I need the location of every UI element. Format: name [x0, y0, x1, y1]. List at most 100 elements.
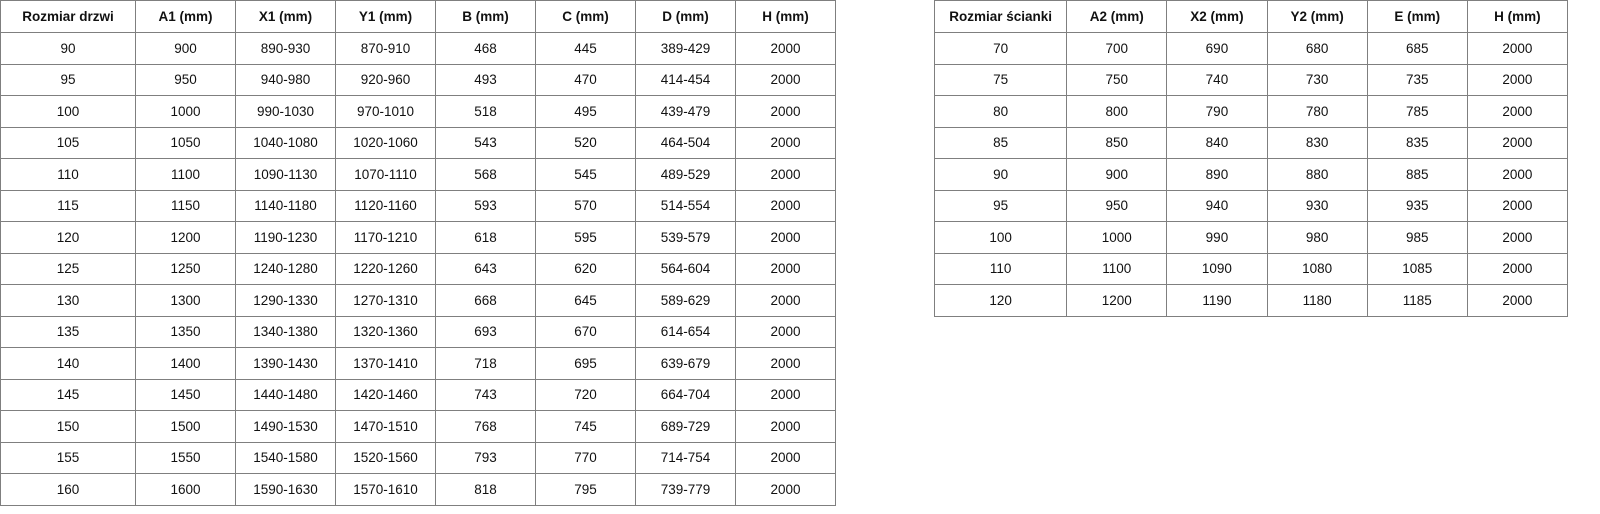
- table-cell: 1140-1180: [235, 189, 336, 222]
- table-cell: 1540-1580: [235, 441, 336, 474]
- table-cell: 1570-1610: [335, 473, 436, 506]
- table-row: 115 1150 1140-1180 1120-1160 593 570 514-554 20…: [0, 189, 836, 222]
- table-cell: 790: [1166, 95, 1268, 128]
- table-cell: 835: [1366, 126, 1468, 159]
- table-cell: 664-704: [635, 378, 736, 411]
- table-cell: 145: [0, 378, 136, 411]
- table-row: 130 1300 1290-1330 1270-1310 668 645 589-629 20…: [0, 284, 836, 317]
- table-cell: 489-529: [635, 158, 736, 191]
- table-cell: 795: [535, 473, 636, 506]
- table-cell: 539-579: [635, 221, 736, 254]
- table-cell: 700: [1066, 32, 1168, 65]
- table-cell: 105: [0, 126, 136, 159]
- table-cell: 990: [1166, 221, 1268, 254]
- table-cell: 739-779: [635, 473, 736, 506]
- table-cell: 1420-1460: [335, 378, 436, 411]
- table-cell: 1180: [1266, 284, 1368, 317]
- table-cell: 689-729: [635, 410, 736, 443]
- table-cell: 125: [0, 252, 136, 285]
- table-cell: 2000: [735, 158, 836, 191]
- table-cell: 920-960: [335, 63, 436, 96]
- column-header: H (mm): [1466, 0, 1569, 33]
- table-cell: 620: [535, 252, 636, 285]
- table-cell: 1290-1330: [235, 284, 336, 317]
- column-header: C (mm): [535, 0, 636, 33]
- table-cell: 980: [1266, 221, 1368, 254]
- table-cell: 730: [1266, 63, 1368, 96]
- table-cell: 439-479: [635, 95, 736, 128]
- table-cell: 495: [535, 95, 636, 128]
- table-cell: 618: [435, 221, 536, 254]
- table-cell: 1050: [135, 126, 236, 159]
- table-row: 125 1250 1240-1280 1220-1260 643 620 564-604 20…: [0, 252, 836, 285]
- table-row: 120 1200 1190 1180 1185 2000: [933, 284, 1569, 317]
- table-cell: 2000: [735, 95, 836, 128]
- table-cell: 2000: [735, 63, 836, 96]
- door-sizes-table: Rozmiar drzwi A1 (mm) X1 (mm) Y1 (mm) B (mm)…: [0, 0, 836, 506]
- table-cell: 690: [1166, 32, 1268, 65]
- table-cell: 743: [435, 378, 536, 411]
- table-cell: 2000: [735, 441, 836, 474]
- table-row: 70 700 690 680 685 2000: [933, 32, 1569, 65]
- table-cell: 1440-1480: [235, 378, 336, 411]
- table-cell: 1600: [135, 473, 236, 506]
- table-cell: 645: [535, 284, 636, 317]
- table-cell: 1320-1360: [335, 315, 436, 348]
- header-row: Rozmiar drzwi A1 (mm) X1 (mm) Y1 (mm) B (mm)…: [0, 0, 836, 33]
- table-cell: 1000: [135, 95, 236, 128]
- table-cell: 2000: [1466, 221, 1569, 254]
- table-cell: 2000: [735, 284, 836, 317]
- table-cell: 668: [435, 284, 536, 317]
- table-cell: 110: [0, 158, 136, 191]
- table-cell: 930: [1266, 189, 1368, 222]
- table-cell: 745: [535, 410, 636, 443]
- column-header: D (mm): [635, 0, 736, 33]
- table-row: 110 1100 1090-1130 1070-1110 568 545 489-529 20…: [0, 158, 836, 191]
- table-cell: 1400: [135, 347, 236, 380]
- table-cell: 595: [535, 221, 636, 254]
- table-cell: 2000: [735, 189, 836, 222]
- column-header: B (mm): [435, 0, 536, 33]
- table-cell: 90: [933, 158, 1068, 191]
- table-row: 80 800 790 780 785 2000: [933, 95, 1569, 128]
- table-cell: 714-754: [635, 441, 736, 474]
- table-cell: 389-429: [635, 32, 736, 65]
- table-row: 160 1600 1590-1630 1570-1610 818 795 739-779 20…: [0, 473, 836, 506]
- table-cell: 464-504: [635, 126, 736, 159]
- column-header: Y2 (mm): [1266, 0, 1368, 33]
- table-cell: 543: [435, 126, 536, 159]
- table-cell: 1390-1430: [235, 347, 336, 380]
- table-cell: 1190: [1166, 284, 1268, 317]
- table-cell: 1490-1530: [235, 410, 336, 443]
- table-cell: 900: [135, 32, 236, 65]
- table-cell: 670: [535, 315, 636, 348]
- table-cell: 685: [1366, 32, 1468, 65]
- table-cell: 1270-1310: [335, 284, 436, 317]
- table-cell: 1100: [1066, 252, 1168, 285]
- table-row: 95 950 940-980 920-960 493 470 414-454 2000: [0, 63, 836, 96]
- table-cell: 140: [0, 347, 136, 380]
- table-cell: 80: [933, 95, 1068, 128]
- table-cell: 718: [435, 347, 536, 380]
- table-cell: 770: [535, 441, 636, 474]
- table-row: 75 750 740 730 735 2000: [933, 63, 1569, 96]
- table-cell: 95: [0, 63, 136, 96]
- table-row: 85 850 840 830 835 2000: [933, 126, 1569, 159]
- table-row: 120 1200 1190-1230 1170-1210 618 595 539-579 20…: [0, 221, 836, 254]
- table-cell: 130: [0, 284, 136, 317]
- table-cell: 2000: [735, 221, 836, 254]
- table-cell: 1470-1510: [335, 410, 436, 443]
- table-cell: 1090-1130: [235, 158, 336, 191]
- table-cell: 90: [0, 32, 136, 65]
- table-cell: 990-1030: [235, 95, 336, 128]
- table-cell: 1200: [135, 221, 236, 254]
- table-cell: 793: [435, 441, 536, 474]
- column-header: Rozmiar ścianki: [933, 0, 1068, 33]
- table-cell: 885: [1366, 158, 1468, 191]
- table-cell: 95: [933, 189, 1068, 222]
- table-cell: 1000: [1066, 221, 1168, 254]
- table-cell: 115: [0, 189, 136, 222]
- table-row: 90 900 890 880 885 2000: [933, 158, 1569, 191]
- table-cell: 680: [1266, 32, 1368, 65]
- table-cell: 110: [933, 252, 1068, 285]
